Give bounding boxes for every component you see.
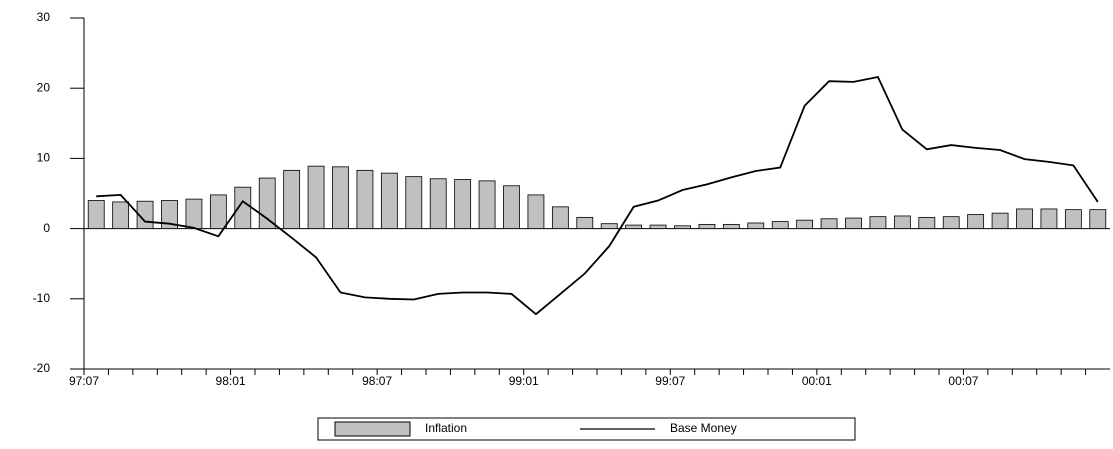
bar [527, 194, 545, 230]
bar [625, 224, 643, 229]
x-tick-label: 98:01 [216, 374, 246, 388]
line [96, 75, 1099, 316]
bar [747, 222, 765, 229]
bar [1089, 209, 1107, 229]
bar [356, 169, 374, 229]
bar [1040, 208, 1058, 230]
bar [161, 200, 178, 230]
bar [771, 221, 789, 230]
bar [576, 216, 594, 229]
legend-swatch [334, 421, 411, 437]
bar [454, 179, 472, 230]
legend-label: Inflation [425, 421, 467, 435]
bar [209, 194, 227, 230]
y-tick-label: -20 [33, 361, 51, 375]
bar [283, 169, 301, 229]
bar [551, 206, 569, 229]
bar [991, 212, 1009, 230]
bar [796, 219, 814, 229]
bar [1064, 209, 1082, 229]
bar [478, 180, 496, 229]
bar [674, 225, 691, 230]
bar [869, 216, 887, 230]
bar [332, 166, 349, 230]
bar [967, 214, 985, 229]
bar [845, 217, 862, 230]
bar [1016, 208, 1033, 230]
bar [185, 198, 203, 229]
bar [722, 223, 740, 230]
bar [112, 201, 130, 229]
bar [87, 200, 105, 230]
legend-label: Base Money [670, 421, 737, 435]
bar [649, 224, 667, 229]
bar [429, 178, 447, 229]
x-tick-label: 00:07 [948, 374, 978, 388]
legend-box [317, 417, 856, 441]
y-tick-label: 0 [43, 221, 50, 235]
bar [942, 216, 960, 230]
x-tick-label: 99:01 [509, 374, 539, 388]
bar [893, 215, 911, 230]
y-tick-label: 20 [37, 80, 51, 94]
bar [918, 216, 936, 229]
bar [503, 185, 520, 229]
bar [600, 223, 618, 230]
y-tick-label: 10 [37, 151, 51, 165]
bar [698, 223, 716, 230]
bar [307, 165, 325, 229]
y-tick-label: -10 [33, 291, 51, 305]
bar [258, 177, 276, 229]
bar [405, 176, 423, 229]
x-tick-label: 00:01 [802, 374, 832, 388]
bar [380, 172, 398, 229]
x-tick-label: 98:07 [362, 374, 392, 388]
bar [820, 218, 838, 230]
x-tick-label: 99:07 [655, 374, 685, 388]
y-tick-label: 30 [37, 10, 51, 24]
x-tick-label: 97:07 [69, 374, 99, 388]
